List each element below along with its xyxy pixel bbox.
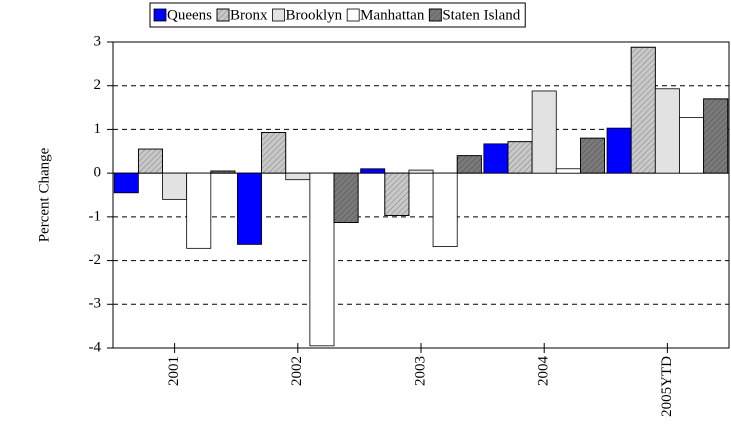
bar-hatch: [456, 155, 482, 174]
bar-hatch: [210, 170, 236, 174]
bar: [483, 143, 509, 174]
x-tick-label: 2003: [412, 356, 428, 386]
bar: [606, 127, 632, 174]
bar-hatch: [261, 132, 287, 174]
bar: [679, 117, 705, 174]
bar: [162, 172, 188, 200]
bar: [113, 172, 139, 194]
y-tick-label: -2: [89, 252, 102, 268]
legend-label: Bronx: [230, 7, 268, 23]
legend-swatch-hatch: [428, 8, 442, 22]
y-tick-label: -4: [89, 339, 102, 355]
bar: [285, 172, 311, 181]
bar-hatch: [507, 141, 533, 174]
bar: [309, 172, 335, 347]
legend-label: Queens: [167, 7, 212, 23]
bar-hatch: [333, 172, 359, 223]
y-tick-label: 1: [94, 121, 102, 137]
bar-hatch: [703, 98, 729, 174]
legend-label: Brooklyn: [286, 7, 343, 23]
bar-hatch: [630, 46, 656, 174]
bar-hatch: [137, 148, 163, 174]
x-tick-label: 2001: [166, 356, 182, 386]
bar: [432, 172, 458, 247]
bar: [186, 172, 212, 249]
bar: [237, 172, 262, 245]
legend-swatch: [272, 8, 285, 22]
legend-swatch: [153, 8, 167, 22]
x-tick-label: 2002: [289, 356, 305, 386]
bar: [555, 168, 581, 174]
bar: [360, 168, 386, 174]
legend-box: [149, 2, 526, 28]
y-axis-label: Percent Change: [36, 147, 52, 242]
x-tick-label: 2005YTD: [659, 356, 675, 417]
y-tick-label: 3: [94, 33, 102, 49]
legend-label: Staten Island: [442, 7, 520, 23]
legend-swatch: [346, 8, 360, 22]
y-tick-label: -3: [89, 296, 102, 312]
bar: [654, 88, 680, 174]
bar: [531, 90, 557, 174]
legend-label: Manhattan: [360, 7, 425, 23]
x-tick-label: 2004: [536, 356, 552, 387]
bar-hatch: [384, 172, 410, 216]
bar: [408, 169, 434, 174]
legend-swatch-hatch: [216, 8, 230, 22]
y-tick-label: -1: [89, 208, 102, 224]
bar-hatch: [580, 137, 605, 174]
y-tick-label: 0: [94, 165, 102, 181]
y-tick-label: 2: [94, 77, 102, 93]
